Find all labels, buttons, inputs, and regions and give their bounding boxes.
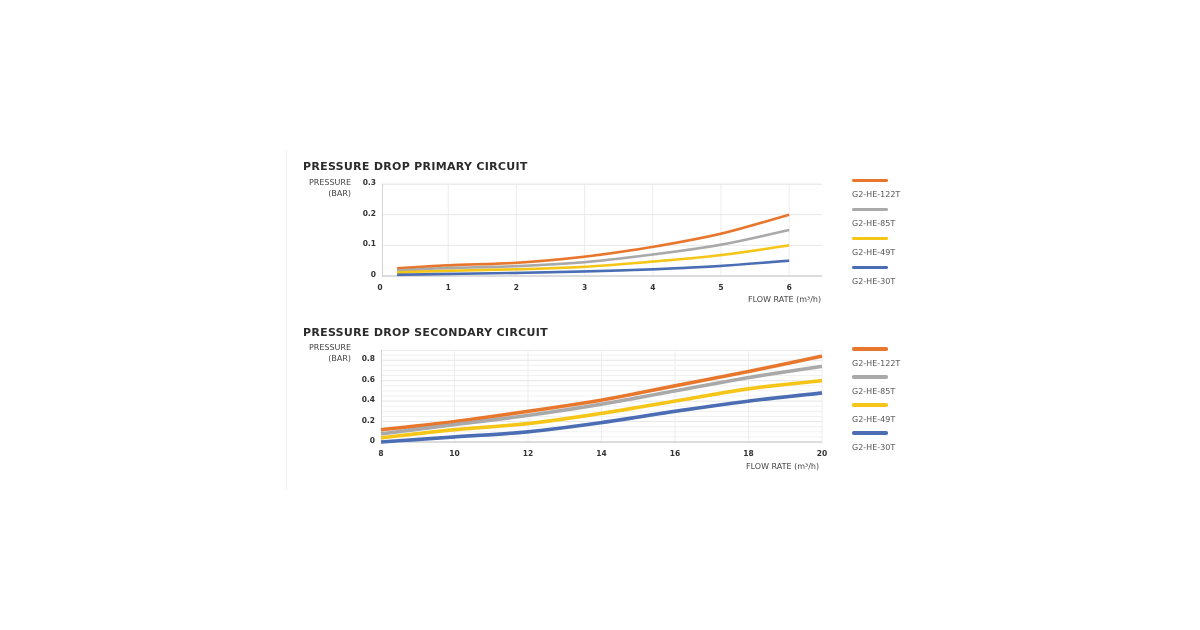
legend-swatch — [852, 403, 888, 407]
x-tick-label: 0 — [377, 283, 383, 292]
plot-area — [380, 350, 823, 444]
x-tick-label: 5 — [718, 283, 724, 292]
legend-swatch — [852, 237, 888, 240]
plot-area — [382, 183, 822, 277]
series-line-g2-he-85t — [397, 228, 790, 272]
y-tick-label: 0.1 — [362, 239, 376, 249]
y-axis-label-line1: PRESSURE — [308, 343, 351, 352]
legend-swatch — [852, 266, 888, 269]
legend-label: G2-HE-85T — [852, 219, 896, 228]
y-axis-label-line2: (BAR) — [328, 189, 351, 198]
series-line-g2-he-49t — [397, 244, 790, 274]
chart-title: PRESSURE DROP SECONDARY CIRCUIT — [303, 326, 548, 339]
x-axis-label: FLOW RATE (m³/h) — [748, 295, 822, 304]
chart-title: PRESSURE DROP PRIMARY CIRCUIT — [303, 160, 528, 173]
legend-item: G2-HE-30T — [852, 266, 900, 295]
y-tick-label: 0.2 — [361, 415, 375, 425]
y-tick-label: 0.3 — [362, 178, 376, 187]
legend-label: G2-HE-49T — [852, 415, 896, 424]
x-axis-label: FLOW RATE (m³/h) — [746, 462, 820, 471]
legend: G2-HE-122T G2-HE-85T G2-HE-49T G2-HE-30T — [852, 179, 900, 295]
y-tick-label: 0.6 — [361, 374, 375, 384]
legend-label: G2-HE-49T — [852, 248, 896, 257]
y-axis-label: PRESSURE (BAR) — [291, 177, 351, 199]
legend-swatch — [852, 208, 888, 211]
x-tick-label: 14 — [596, 449, 607, 458]
x-tick-label: 3 — [581, 283, 588, 292]
x-tick-label: 1 — [445, 283, 451, 292]
x-tick-label: 8 — [378, 449, 384, 458]
x-tick-label: 16 — [669, 449, 681, 458]
series-line-g2-he-122t — [397, 213, 790, 270]
legend-item: G2-HE-85T — [852, 375, 900, 403]
legend-label: G2-HE-85T — [852, 387, 896, 396]
legend-swatch — [852, 347, 888, 351]
x-tick-label: 6 — [786, 283, 792, 292]
legend-label: G2-HE-122T — [852, 359, 901, 368]
legend: G2-HE-122T G2-HE-85T G2-HE-49T G2-HE-30T — [852, 347, 900, 459]
x-tick-label: 4 — [650, 283, 656, 292]
legend-item: G2-HE-49T — [852, 237, 900, 266]
series-line-g2-he-30t — [380, 391, 823, 444]
legend-swatch — [852, 179, 888, 182]
x-tick-label: 18 — [743, 449, 754, 458]
legend-item: G2-HE-122T — [852, 347, 900, 375]
legend-swatch — [852, 431, 888, 435]
legend-label: G2-HE-122T — [852, 190, 901, 199]
legend-item: G2-HE-85T — [852, 208, 900, 237]
legend-label: G2-HE-30T — [852, 277, 896, 286]
y-tick-label: 0 — [370, 270, 376, 279]
series-line-g2-he-122t — [380, 354, 823, 432]
y-axis-label-line2: (BAR) — [328, 354, 351, 363]
y-tick-label: 0.2 — [362, 208, 376, 218]
x-tick-label: 10 — [449, 449, 460, 458]
series-line-g2-he-30t — [397, 259, 790, 277]
y-tick-label: 0.8 — [361, 354, 375, 364]
x-tick-label: 20 — [816, 449, 828, 458]
legend-item: G2-HE-122T — [852, 179, 900, 208]
legend-item: G2-HE-49T — [852, 403, 900, 431]
legend-label: G2-HE-30T — [852, 443, 896, 452]
y-tick-label: 0.4 — [361, 395, 375, 405]
y-tick-label: 0 — [369, 436, 375, 445]
series-line-g2-he-85t — [380, 364, 823, 436]
y-axis-label: PRESSURE (BAR) — [291, 342, 351, 364]
x-tick-label: 12 — [522, 449, 534, 458]
x-tick-label: 2 — [513, 283, 519, 292]
series-line-g2-he-49t — [380, 378, 823, 440]
legend-item: G2-HE-30T — [852, 431, 900, 459]
legend-swatch — [852, 375, 888, 379]
y-axis-label-line1: PRESSURE — [308, 178, 351, 187]
divider-line — [286, 150, 287, 490]
